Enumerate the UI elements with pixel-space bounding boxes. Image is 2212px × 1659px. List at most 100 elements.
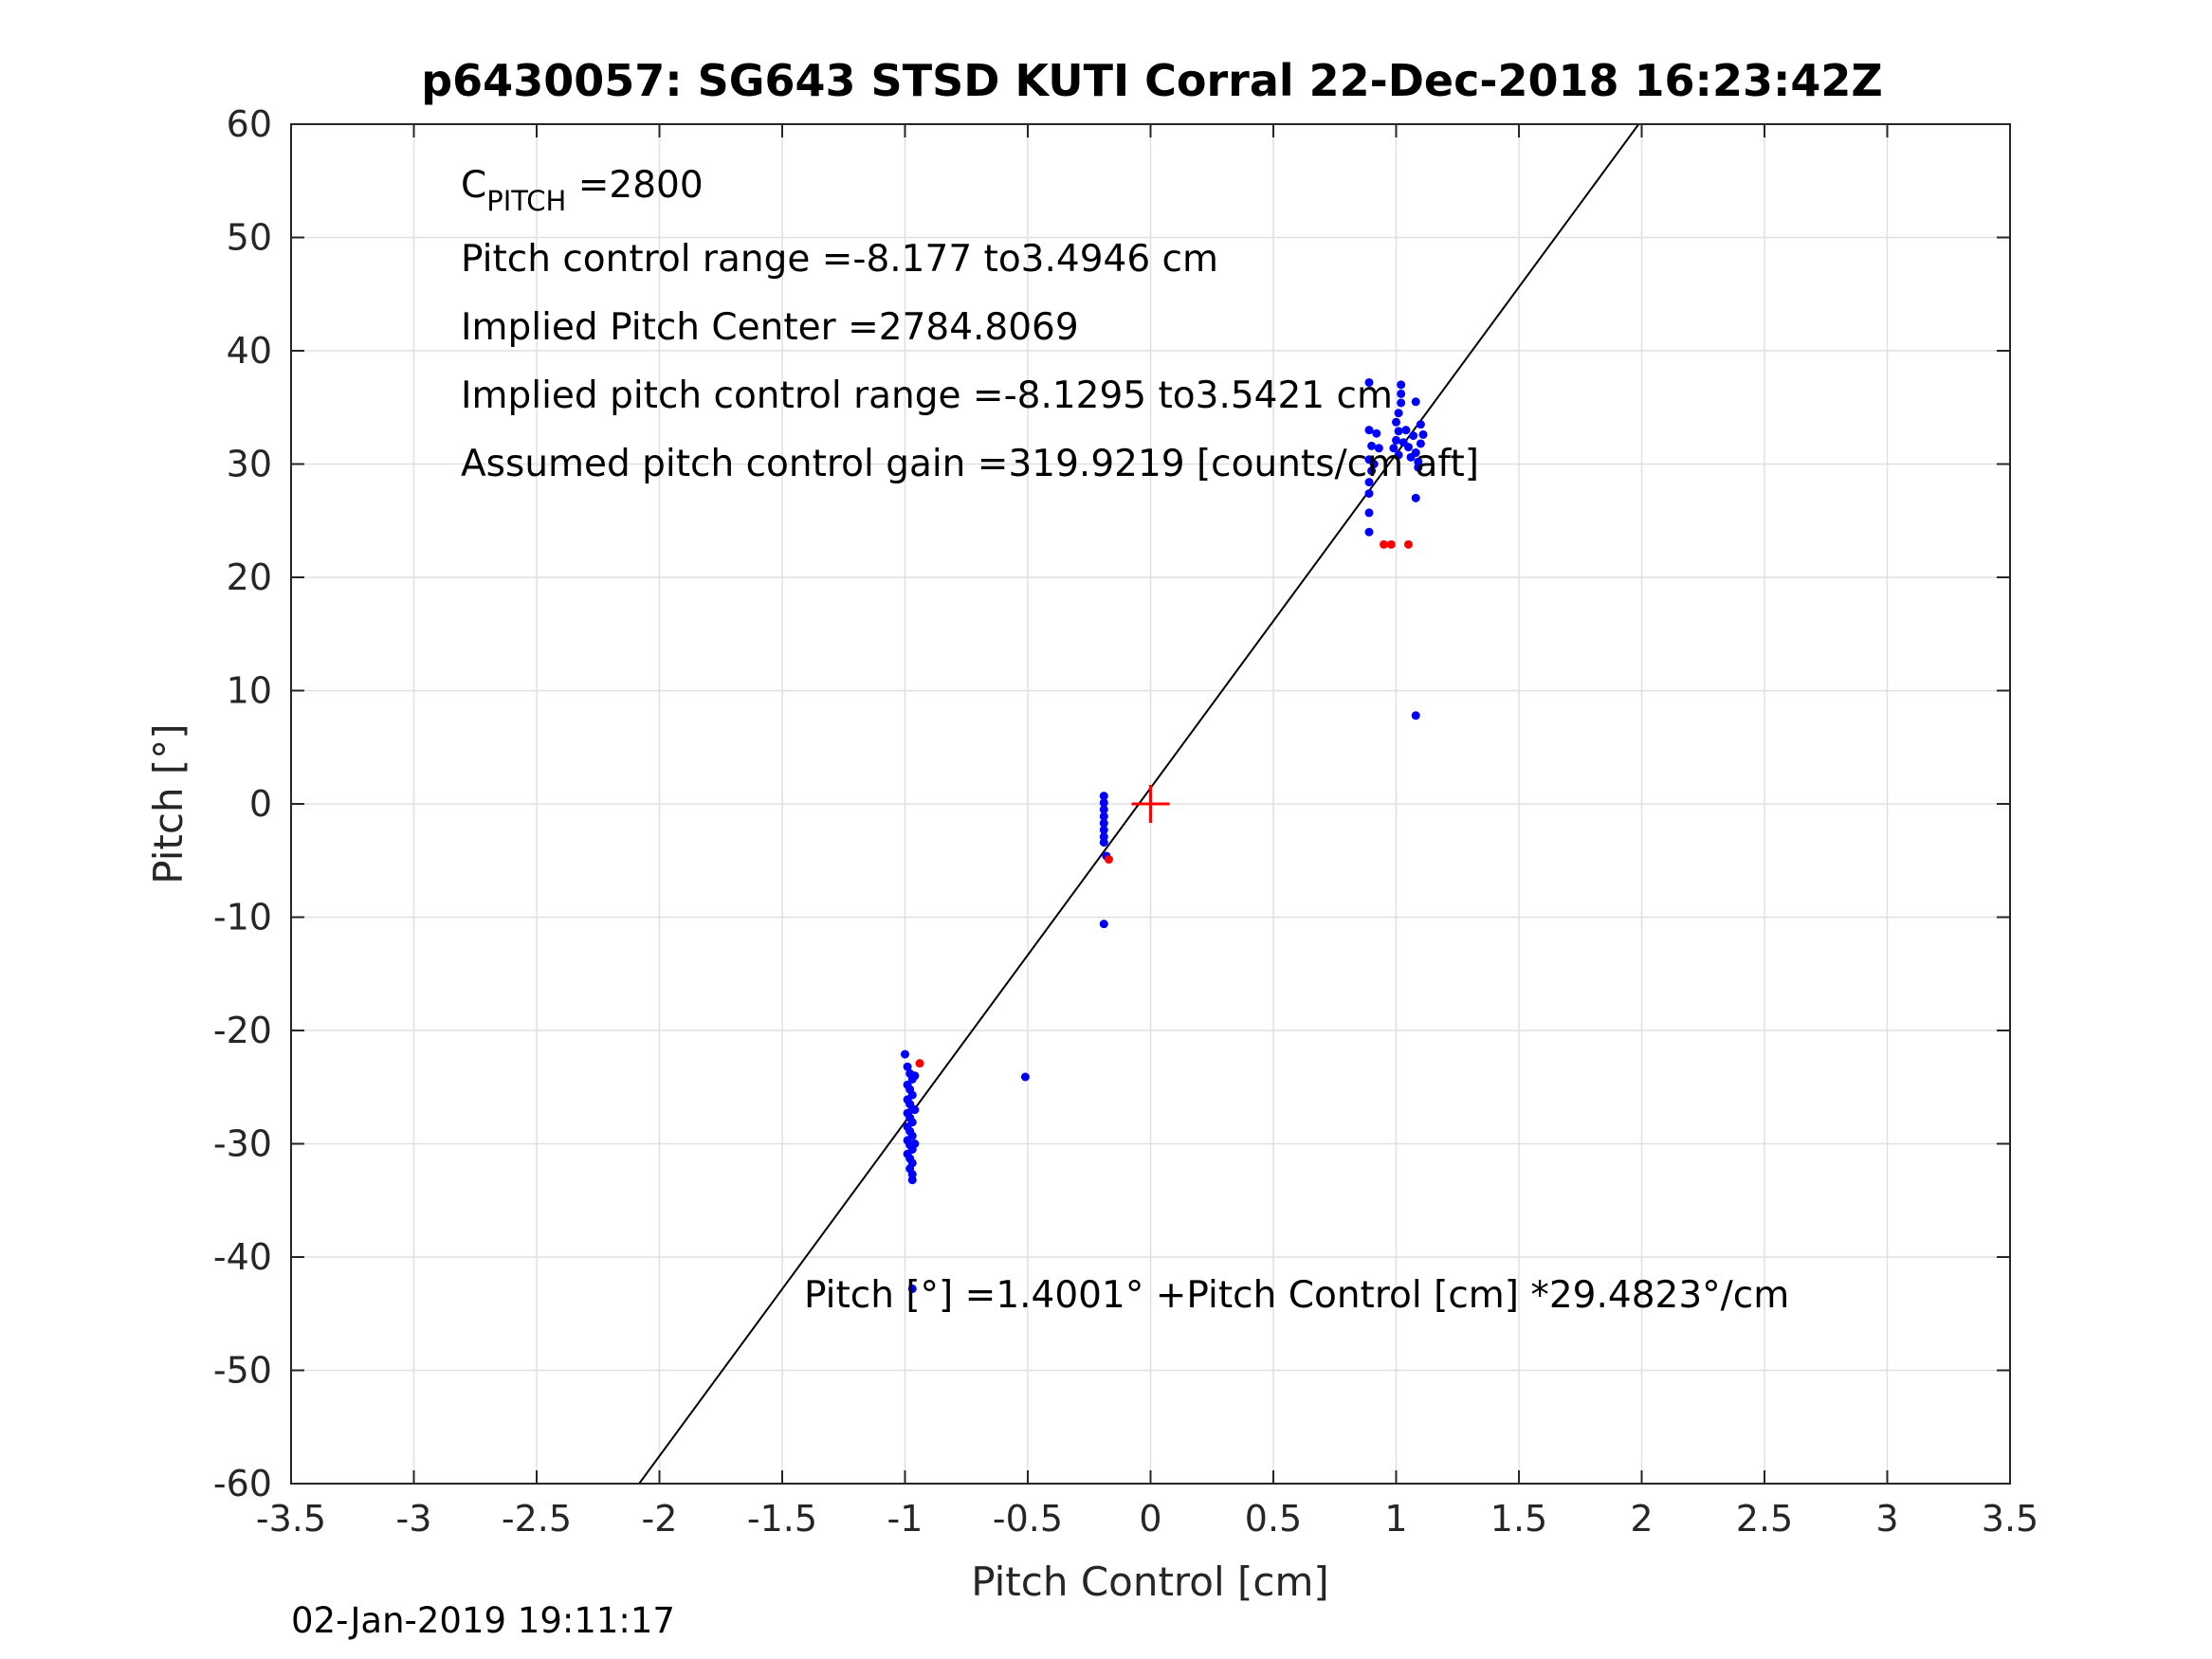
fit-point bbox=[1367, 441, 1377, 450]
x-tick-label: -2.5 bbox=[502, 1498, 572, 1540]
x-tick-label: 2 bbox=[1630, 1498, 1653, 1540]
pitch-control-range-annotation: Pitch control range =-8.177 to3.4946 cm bbox=[461, 238, 1218, 281]
x-tick-label: 3.5 bbox=[1982, 1498, 2038, 1540]
axis-ticks bbox=[290, 123, 2011, 1485]
x-tick-label: -2 bbox=[642, 1498, 678, 1540]
x-tick-label: 0.5 bbox=[1245, 1498, 1302, 1540]
fit-point bbox=[907, 1284, 917, 1293]
fit-point bbox=[1411, 448, 1420, 458]
c-pitch-subscript: PITCH bbox=[486, 185, 566, 217]
fit-point bbox=[1394, 450, 1403, 460]
fit-point bbox=[1374, 444, 1383, 453]
y-tick-label: -40 bbox=[213, 1236, 272, 1278]
x-tick-label: -1.5 bbox=[747, 1498, 817, 1540]
y-tick-label: -60 bbox=[213, 1463, 272, 1504]
excluded-point bbox=[1104, 855, 1113, 865]
fit-point bbox=[1394, 427, 1403, 436]
fit-point bbox=[1397, 380, 1406, 390]
c-pitch-annotation: CPITCH =2800 bbox=[461, 164, 704, 217]
x-tick-labels: -3.5 -3 -2.5 -2 -1.5 -1 -0.5 0 0.5 1 1.5 2 2.5 3 3.5 bbox=[256, 1498, 2038, 1540]
y-tick-label: -50 bbox=[213, 1350, 272, 1392]
c-pitch-value: =2800 bbox=[566, 164, 703, 207]
x-tick-label: 1 bbox=[1384, 1498, 1407, 1540]
c-pitch-main: C bbox=[461, 164, 486, 207]
x-tick-label: -1 bbox=[887, 1498, 923, 1540]
pitch-gain-annotation: Assumed pitch control gain =319.9219 [co… bbox=[461, 443, 1479, 485]
fit-point bbox=[1099, 825, 1108, 834]
fit-point bbox=[1099, 811, 1108, 821]
implied-pitch-center-annotation: Implied Pitch Center =2784.8069 bbox=[461, 306, 1079, 349]
fit-point bbox=[1392, 435, 1400, 445]
fit-point bbox=[1099, 798, 1108, 808]
fit-point bbox=[910, 1105, 920, 1115]
excluded-point bbox=[1403, 539, 1413, 549]
data-points bbox=[901, 377, 1428, 1293]
fit-point bbox=[1372, 428, 1381, 438]
fit-point bbox=[1409, 431, 1418, 441]
excluded-point bbox=[1380, 539, 1389, 549]
fit-point bbox=[1397, 398, 1406, 408]
x-tick-label: 3 bbox=[1875, 1498, 1898, 1540]
fit-point bbox=[1099, 805, 1108, 814]
y-tick-label: 50 bbox=[227, 217, 272, 259]
center-marker bbox=[1131, 785, 1170, 823]
y-tick-label: 60 bbox=[227, 103, 272, 145]
fit-point bbox=[1099, 792, 1108, 801]
fit-point bbox=[910, 1139, 920, 1148]
fit-point bbox=[1099, 920, 1108, 929]
fit-point bbox=[1020, 1072, 1030, 1082]
fit-point bbox=[1416, 439, 1425, 448]
y-tick-label: -10 bbox=[213, 897, 272, 939]
fit-point bbox=[1414, 457, 1423, 466]
x-tick-label: -3.5 bbox=[256, 1498, 326, 1540]
fit-point bbox=[1416, 420, 1425, 429]
fit-point bbox=[1099, 838, 1108, 848]
fit-point bbox=[1411, 711, 1420, 720]
fit-point bbox=[1401, 426, 1411, 435]
y-tick-label: -20 bbox=[213, 1010, 272, 1051]
y-axis-label: Pitch [°] bbox=[145, 723, 192, 884]
fit-point bbox=[1364, 478, 1374, 487]
fit-point bbox=[1392, 417, 1400, 427]
fit-equation-annotation: Pitch [°] =1.4001° +Pitch Control [cm] *… bbox=[804, 1274, 1789, 1317]
excluded-point bbox=[1386, 539, 1396, 549]
y-tick-label: 40 bbox=[227, 330, 272, 372]
fit-point bbox=[903, 1062, 912, 1071]
chart-title: p6430057: SG643 STSD KUTI Corral 22-Dec-… bbox=[421, 55, 1882, 106]
fit-point bbox=[1389, 444, 1398, 453]
x-tick-label: 0 bbox=[1139, 1498, 1161, 1540]
fit-point bbox=[1364, 527, 1374, 537]
fit-point bbox=[907, 1176, 917, 1185]
x-tick-label: -0.5 bbox=[993, 1498, 1063, 1540]
y-tick-label: 10 bbox=[227, 670, 272, 712]
fit-point bbox=[901, 1049, 909, 1059]
y-tick-label: 20 bbox=[227, 556, 272, 598]
fit-point bbox=[1403, 443, 1413, 452]
fit-point bbox=[1364, 508, 1374, 518]
fit-point bbox=[1364, 489, 1374, 499]
y-tick-label: 0 bbox=[249, 783, 272, 825]
plot-frame bbox=[290, 123, 2011, 1485]
y-tick-labels: -60 -50 -40 -30 -20 -10 0 10 20 30 40 50 60 bbox=[213, 103, 272, 1504]
fit-point bbox=[1369, 460, 1379, 468]
x-axis-label: Pitch Control [cm] bbox=[971, 1559, 1329, 1605]
fit-point bbox=[1411, 397, 1420, 407]
fit-point bbox=[1367, 466, 1377, 476]
fit-point bbox=[1394, 409, 1403, 418]
fit-point bbox=[1364, 426, 1374, 435]
fit-point bbox=[1397, 389, 1406, 398]
excluded-point bbox=[915, 1059, 924, 1068]
fit-point bbox=[1099, 818, 1108, 828]
x-tick-label: -3 bbox=[396, 1498, 432, 1540]
y-tick-label: 30 bbox=[227, 444, 272, 485]
fit-point bbox=[910, 1071, 920, 1081]
x-tick-label: 2.5 bbox=[1736, 1498, 1793, 1540]
generation-timestamp: 02-Jan-2019 19:11:17 bbox=[291, 1600, 675, 1641]
implied-pitch-range-annotation: Implied pitch control range =-8.1295 to3… bbox=[461, 374, 1393, 417]
fit-point bbox=[1418, 429, 1428, 439]
y-tick-label: -30 bbox=[213, 1123, 272, 1165]
x-tick-label: 1.5 bbox=[1490, 1498, 1547, 1540]
fit-point bbox=[1364, 377, 1374, 387]
fit-point bbox=[1411, 493, 1420, 502]
